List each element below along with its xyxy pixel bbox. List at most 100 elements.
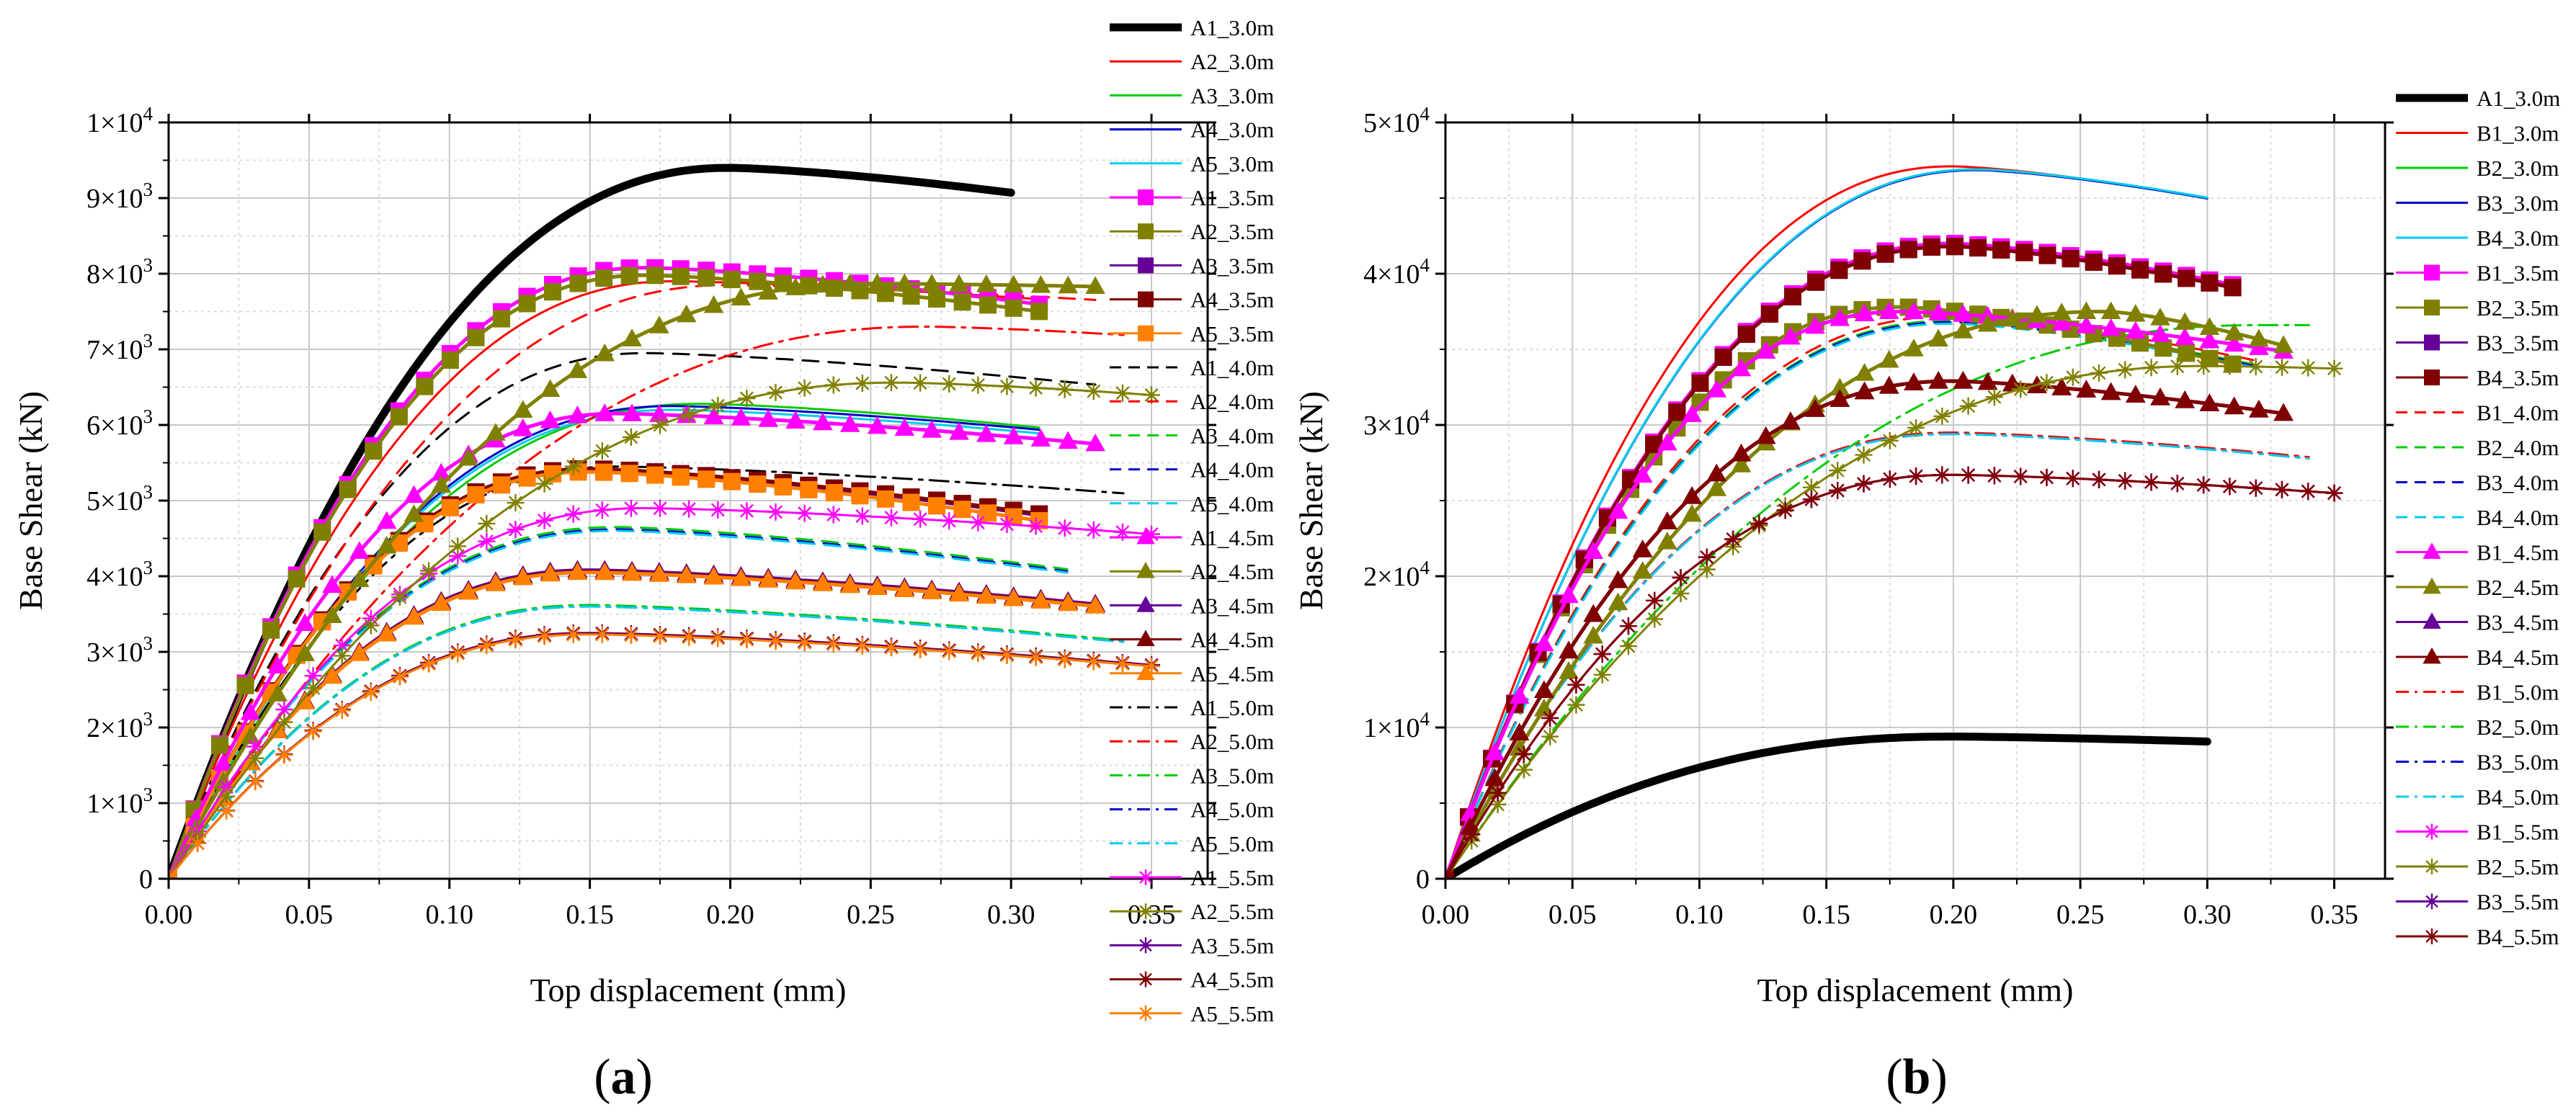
marker-B2_5.5m [1907,418,1925,436]
marker-A2_3.5m [236,676,254,694]
marker-B1_4.5m [1928,303,1948,321]
marker-B1_4.5m [2076,315,2097,333]
series-line-A1_3.0m [169,164,1015,879]
marker-A5_4.5m [1085,596,1105,614]
marker-B4_5.5m [2247,479,2265,497]
marker-B1_4.5m [2224,333,2245,352]
marker-B4_4.5m [1781,411,1801,429]
marker-B4_5.5m [1724,530,1742,548]
marker-A1_4.5m [567,406,588,424]
legend-item: A5_3.5m [1110,321,1274,346]
marker-B4_4.5m [1484,768,1505,787]
marker-A2_3.5m [646,267,664,285]
marker-B4_4.5m [1878,376,1899,394]
series-line-A1_4.0m [169,351,1097,879]
legend-label: A1_3.0m [1190,15,1274,40]
marker-A1_5.5m [246,738,264,756]
legend-label: A3_4.0m [1190,423,1274,448]
marker-B2_5.5m [2064,368,2082,386]
marker-A5_5.5m [391,668,409,686]
marker-A2_5.5m [853,375,871,393]
legend-item: B4_3.5m [2396,365,2559,390]
marker-B2_5.5m [1541,727,1559,745]
marker-B2_4.5m [2199,317,2220,335]
marker-B4_4.5m [2076,380,2097,398]
marker-A5_5.5m [449,645,467,663]
marker-B2_4.5m [1953,321,1974,339]
marker-A2_5.5m [940,375,958,393]
y-axis-title: Base Shear (kN) [1293,391,1329,610]
marker-B4_5.5m [1907,467,1925,485]
marker-B2_5.5m [1593,666,1611,684]
marker-A5_4.5m [349,643,370,661]
legend-label: A1_3.5m [1190,185,1274,210]
marker-A1_5.5m [622,499,640,517]
chart-a: 0.00 0.05 0.10 0.15 0.20 0.25 0.30 0.35 0 1×103 2×… [12,15,1274,1105]
marker-B4_5.5m [1855,475,1873,493]
legend-item: B4_3.0m [2396,225,2559,251]
legend-item: B1_5.5m [2396,820,2559,845]
legend-label: A3_5.5m [1190,933,1274,958]
series-line-A5_4.0m [169,529,1069,879]
legend-item: B1_4.0m [2396,400,2559,426]
legend-marker [2424,334,2440,351]
marker-A2_3.5m [979,296,997,314]
marker-A5_4.5m [839,575,860,594]
x-tick-label: 0.30 [2183,900,2232,930]
marker-B4_3.5m [2062,250,2080,268]
marker-A2_3.5m [1004,299,1022,317]
marker-B4_5.5m [1463,825,1481,843]
legend-item: B3_4.0m [2396,470,2559,496]
marker-B2_4.5m [2076,301,2097,320]
marker-A1_4.5m [404,485,424,503]
marker-A5_4.5m [431,593,452,611]
legend-label: B2_4.5m [2477,575,2559,600]
marker-B4_3.5m [1784,287,1802,305]
marker-A1_4.5m [213,753,233,771]
y-tick-label: 0 [1416,864,1430,895]
legend-marker [2423,612,2441,629]
series-group [169,164,1161,879]
marker-B1_4.5m [1632,465,1653,483]
legend-label: B1_3.0m [2477,121,2559,146]
marker-B1_4.5m [2125,321,2146,339]
marker-B4_3.5m [1969,239,1987,257]
legend-label: B3_4.5m [2477,610,2559,635]
legend-label: A2_5.5m [1190,899,1274,924]
legend-item: A2_3.0m [1110,49,1274,74]
marker-A2_5.5m [391,588,409,606]
marker-A2_4.5m [431,475,452,493]
x-tick-label: 0.05 [1548,900,1597,930]
marker-A5_4.5m [731,568,752,586]
marker-B2_3.5m [2178,344,2196,362]
x-tick-label: 0.00 [145,900,193,930]
marker-B4_4.5m [1977,372,1998,390]
marker-B2_4.5m [2027,305,2047,323]
marker-B4_4.5m [1559,640,1579,659]
marker-A2_3.5m [544,283,562,301]
marker-B4_4.5m [1731,443,1752,462]
legend-item: B4_4.0m [2396,505,2559,530]
marker-A5_4.5m [813,573,833,591]
marker-B1_4.5m [1608,501,1628,519]
marker-B2_5.5m [1698,560,1716,578]
marker-A5_3.5m [441,498,459,516]
marker-B4_4.5m [2150,388,2170,406]
marker-A2_3.5m [390,408,408,426]
marker-A1_4.5m [839,414,860,432]
marker-B1_4.5m [1830,308,1850,326]
marker-B4_4.5m [1632,539,1653,558]
marker-A5_5.5m [593,626,611,644]
x-tick-label: 0.05 [285,900,334,930]
marker-A5_5.5m [1143,657,1161,675]
marker-A5_3.5m [492,476,510,494]
marker-A1_5.5m [304,667,322,685]
marker-A5_5.5m [969,645,987,663]
legend-item: A1_5.5m [1110,865,1274,890]
marker-B2_5.5m [2090,364,2108,382]
marker-A5_5.5m [882,639,900,657]
marker-B4_4.5m [1854,381,1875,400]
marker-A5_3.5m [902,493,920,511]
legend-marker [2423,577,2441,594]
